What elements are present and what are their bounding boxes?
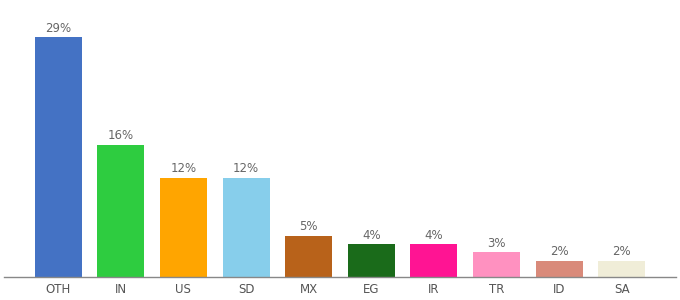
Text: 12%: 12% <box>233 163 259 176</box>
Text: 12%: 12% <box>171 163 197 176</box>
Bar <box>285 236 332 277</box>
Bar <box>411 244 458 277</box>
Bar <box>473 252 520 277</box>
Bar <box>598 261 645 277</box>
Text: 29%: 29% <box>45 22 71 35</box>
Text: 16%: 16% <box>107 129 134 142</box>
Text: 2%: 2% <box>550 245 568 258</box>
Bar <box>97 145 144 277</box>
Text: 4%: 4% <box>424 229 443 242</box>
Text: 3%: 3% <box>488 237 506 250</box>
Bar <box>536 261 583 277</box>
Bar <box>160 178 207 277</box>
Bar <box>35 37 82 277</box>
Bar <box>222 178 269 277</box>
Text: 4%: 4% <box>362 229 381 242</box>
Bar <box>348 244 395 277</box>
Text: 2%: 2% <box>613 245 631 258</box>
Text: 5%: 5% <box>299 220 318 233</box>
